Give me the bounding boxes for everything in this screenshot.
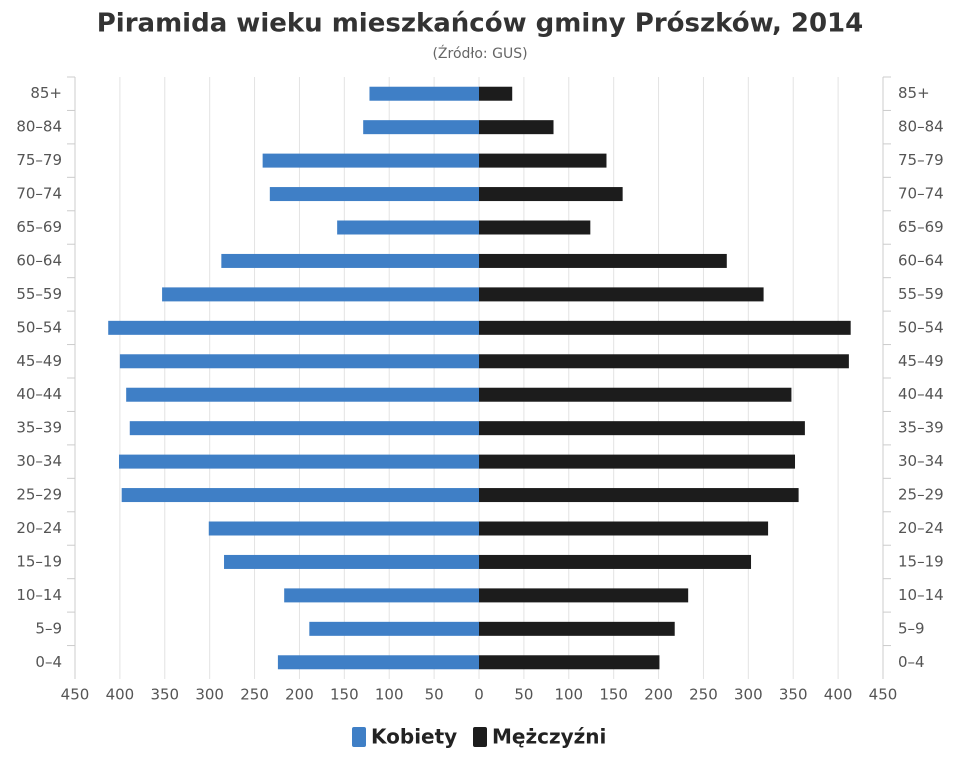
legend-swatch (473, 727, 487, 747)
x-tick-label: 0 (474, 686, 484, 704)
y-tick-label: 0–4 (35, 653, 62, 671)
bar (479, 354, 849, 369)
bar (277, 655, 479, 670)
x-tick-label: 200 (285, 686, 314, 704)
chart-title: Piramida wieku mieszkańców gminy Prószkó… (97, 9, 863, 39)
bar (479, 253, 727, 268)
bar (121, 488, 479, 503)
y-tick-label: 75–79 (898, 151, 944, 169)
bar (479, 588, 689, 603)
y-tick-label: 25–29 (16, 486, 62, 504)
y-tick-label: 45–49 (16, 352, 62, 370)
bar (337, 220, 479, 235)
x-tick-label: 50 (425, 686, 444, 704)
bar (479, 554, 752, 569)
y-tick-label: 0–4 (898, 653, 925, 671)
y-tick-label: 55–59 (16, 285, 62, 303)
legend-label: Kobiety (371, 725, 457, 749)
bar (479, 454, 796, 469)
legend-label: Mężczyźni (492, 725, 606, 749)
bar (479, 387, 792, 402)
y-tick-label: 60–64 (898, 251, 944, 269)
y-tick-label: 30–34 (16, 452, 62, 470)
bar (479, 287, 764, 302)
x-tick-label: 250 (689, 686, 718, 704)
y-tick-label: 70–74 (16, 185, 62, 203)
bar (118, 454, 479, 469)
y-tick-label: 30–34 (898, 452, 944, 470)
x-tick-label: 350 (779, 686, 808, 704)
y-tick-label: 10–14 (16, 586, 62, 604)
bar (479, 621, 675, 636)
y-tick-label: 40–44 (16, 385, 62, 403)
bar (262, 153, 479, 168)
y-tick-label: 60–64 (16, 251, 62, 269)
bar (479, 187, 623, 202)
x-tick-label: 400 (106, 686, 135, 704)
bar (162, 287, 479, 302)
bar (479, 655, 660, 670)
x-tick-label: 100 (375, 686, 404, 704)
y-tick-label: 20–24 (898, 519, 944, 537)
bar (309, 621, 479, 636)
x-tick-label: 100 (554, 686, 583, 704)
bar (479, 86, 513, 101)
bar (129, 421, 479, 436)
bar (208, 521, 479, 536)
bar (369, 86, 479, 101)
x-tick-label: 450 (61, 686, 90, 704)
bar (479, 120, 554, 135)
y-tick-label: 10–14 (898, 586, 944, 604)
y-tick-label: 75–79 (16, 151, 62, 169)
bar (479, 421, 805, 436)
y-tick-label: 50–54 (16, 318, 62, 336)
legend-swatch (352, 727, 366, 747)
bar (479, 153, 607, 168)
y-tick-label: 85+ (30, 84, 62, 102)
y-tick-label: 65–69 (16, 218, 62, 236)
bar (119, 354, 479, 369)
y-tick-label: 40–44 (898, 385, 944, 403)
x-tick-label: 150 (330, 686, 359, 704)
bar (269, 187, 479, 202)
bar (108, 320, 480, 335)
bar (479, 220, 591, 235)
x-tick-label: 300 (734, 686, 763, 704)
y-tick-label: 15–19 (16, 552, 62, 570)
y-tick-label: 5–9 (35, 619, 62, 637)
y-tick-label: 70–74 (898, 185, 944, 203)
x-tick-label: 150 (599, 686, 628, 704)
bar (221, 253, 480, 268)
y-tick-label: 25–29 (898, 486, 944, 504)
y-tick-label: 55–59 (898, 285, 944, 303)
bar (284, 588, 479, 603)
y-tick-label: 20–24 (16, 519, 62, 537)
bar (363, 120, 479, 135)
y-tick-label: 65–69 (898, 218, 944, 236)
y-tick-label: 35–39 (898, 419, 944, 437)
x-tick-label: 450 (869, 686, 898, 704)
bar (479, 320, 851, 335)
x-tick-label: 200 (644, 686, 673, 704)
x-tick-label: 350 (150, 686, 179, 704)
x-tick-label: 250 (240, 686, 269, 704)
y-tick-label: 50–54 (898, 318, 944, 336)
x-tick-label: 50 (514, 686, 533, 704)
y-tick-label: 45–49 (898, 352, 944, 370)
y-tick-label: 80–84 (16, 118, 62, 136)
bar (126, 387, 479, 402)
y-tick-label: 85+ (898, 84, 930, 102)
y-tick-label: 5–9 (898, 619, 925, 637)
y-tick-label: 35–39 (16, 419, 62, 437)
bar (224, 554, 479, 569)
x-tick-label: 400 (824, 686, 853, 704)
bar (479, 521, 769, 536)
y-tick-label: 80–84 (898, 118, 944, 136)
chart-subtitle: (Źródło: GUS) (432, 44, 527, 62)
y-tick-label: 15–19 (898, 552, 944, 570)
bar (479, 488, 799, 503)
x-tick-label: 300 (195, 686, 224, 704)
